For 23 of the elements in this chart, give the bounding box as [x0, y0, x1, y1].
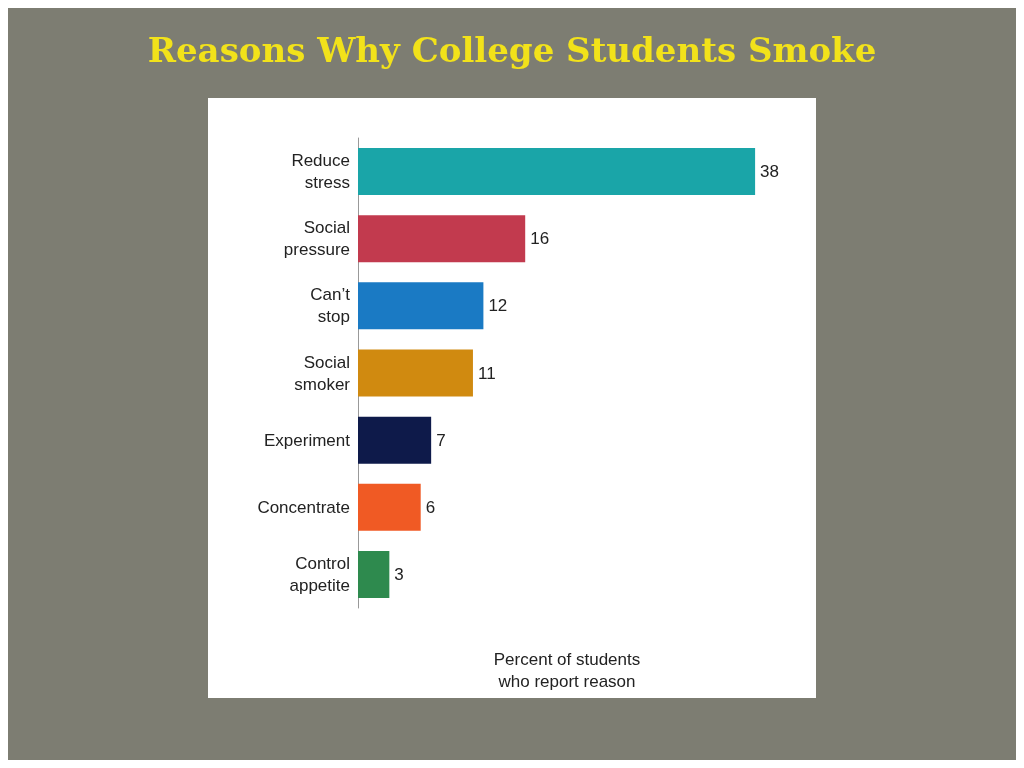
- data-label: 12: [488, 296, 508, 316]
- chart-title: Reasons Why College Students Smoke: [146, 30, 878, 70]
- bar: [358, 416, 432, 464]
- x-axis-title: Percent of students who report reason: [493, 649, 641, 691]
- y-tick-label: Control appetite: [289, 553, 350, 595]
- y-tick-label: Concentrate: [257, 497, 350, 517]
- bar: [358, 550, 390, 598]
- data-label: 3: [394, 564, 404, 584]
- y-tick-label: Social pressure: [283, 218, 350, 260]
- bar: [358, 349, 473, 397]
- bar: [358, 282, 484, 330]
- bar: [358, 148, 756, 196]
- y-tick-label: Reduce stress: [291, 151, 350, 193]
- y-tick-label: Experiment: [264, 430, 351, 450]
- y-tick-label: Can’t stop: [310, 285, 351, 327]
- data-label: 7: [436, 430, 446, 450]
- bar: [358, 215, 526, 263]
- data-label: 16: [530, 229, 550, 249]
- data-label: 6: [425, 497, 436, 517]
- y-tick-label: Social smoker: [294, 352, 351, 394]
- data-label: 11: [477, 363, 496, 383]
- bar: [358, 483, 421, 531]
- data-label: 38: [760, 162, 780, 182]
